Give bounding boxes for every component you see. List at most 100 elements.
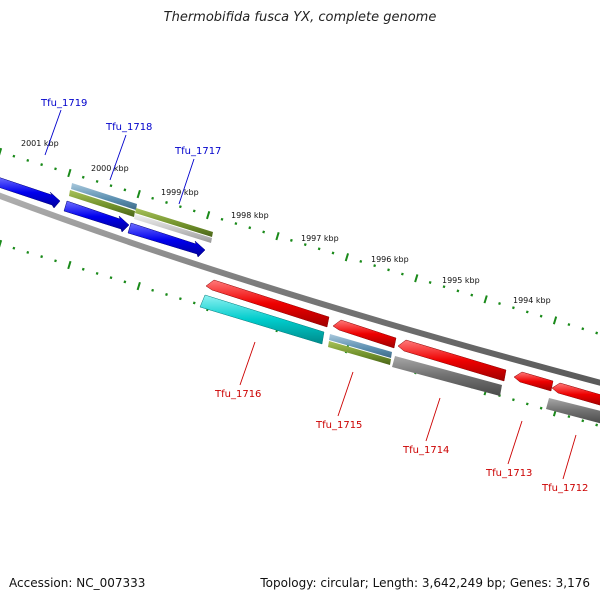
- minor-tick: [220, 217, 224, 221]
- feature-gray-block: [392, 356, 502, 396]
- major-tick: [136, 281, 141, 291]
- gene-label-tfu-1712[interactable]: Tfu_1712: [541, 483, 588, 494]
- callout-line-tfu-1716: [239, 341, 256, 386]
- minor-tick: [567, 323, 571, 327]
- minor-tick: [81, 267, 85, 271]
- minor-tick: [165, 293, 168, 296]
- minor-tick: [248, 226, 252, 230]
- minor-tick: [442, 285, 446, 289]
- gene-arrow-tfu-1712[interactable]: [551, 382, 600, 406]
- callout-line-tfu-1719: [44, 109, 62, 156]
- major-tick: [136, 189, 141, 199]
- gene-arrow-tfu-1717[interactable]: [127, 222, 206, 258]
- gene-label-tfu-1716[interactable]: Tfu_1716: [214, 389, 261, 400]
- minor-tick: [81, 175, 85, 179]
- minor-tick: [511, 306, 515, 310]
- feature-olive-block: [69, 190, 135, 217]
- minor-tick: [165, 201, 168, 204]
- minor-tick: [331, 251, 335, 255]
- major-tick: [0, 147, 3, 156]
- minor-tick: [234, 222, 238, 226]
- major-tick: [552, 316, 558, 325]
- minor-tick: [581, 327, 585, 331]
- gene-label-tfu-1714[interactable]: Tfu_1714: [402, 445, 449, 456]
- minor-tick: [539, 406, 543, 410]
- minor-tick: [303, 243, 307, 247]
- callout-line-tfu-1712: [562, 434, 577, 480]
- major-tick: [206, 211, 211, 220]
- minor-tick: [54, 167, 57, 171]
- minor-tick: [109, 276, 113, 280]
- forward-tick-row: [0, 147, 599, 335]
- minor-tick: [595, 331, 599, 335]
- gene-arrow-tfu-1715[interactable]: [332, 319, 397, 349]
- minor-tick: [317, 247, 321, 251]
- minor-tick: [26, 158, 30, 162]
- gene-label-tfu-1719[interactable]: Tfu_1719: [40, 98, 87, 109]
- reverse-strand-features: [199, 279, 600, 424]
- major-tick: [0, 239, 3, 248]
- callout-line-tfu-1717: [178, 158, 195, 205]
- minor-tick: [262, 230, 266, 234]
- feature-olive-block-3: [328, 341, 391, 365]
- gene-arrow-tfu-1716[interactable]: [205, 279, 330, 328]
- minor-tick: [289, 238, 293, 242]
- minor-tick: [123, 280, 127, 284]
- minor-tick: [151, 288, 155, 292]
- kbp-label: 2001 kbp: [21, 139, 59, 148]
- feature-olive-block-2: [135, 208, 213, 237]
- major-tick: [67, 168, 72, 178]
- minor-tick: [400, 272, 404, 276]
- gene-arrow-tfu-1714[interactable]: [397, 339, 507, 382]
- minor-tick: [192, 301, 196, 305]
- gene-arrow-tfu-1713[interactable]: [513, 371, 554, 392]
- minor-tick: [581, 419, 585, 423]
- major-tick: [344, 253, 350, 262]
- minor-tick: [387, 268, 390, 272]
- major-tick: [483, 295, 488, 304]
- kbp-label: 1998 kbp: [231, 211, 269, 220]
- minor-tick: [525, 402, 529, 406]
- minor-tick: [109, 184, 113, 188]
- minor-tick: [123, 188, 127, 192]
- map-title: Thermobifida fusca YX, complete genome: [163, 10, 437, 25]
- minor-tick: [511, 398, 515, 402]
- gene-arrow-tfu-1718[interactable]: [63, 200, 130, 233]
- kbp-label: 1996 kbp: [371, 255, 409, 264]
- major-tick: [414, 274, 419, 283]
- kbp-label: 1997 kbp: [301, 234, 339, 243]
- gene-label-tfu-1713[interactable]: Tfu_1713: [485, 468, 532, 479]
- minor-tick: [539, 314, 543, 318]
- minor-tick: [40, 163, 44, 167]
- topology-label: Topology: circular; Length: 3,642,249 bp…: [260, 576, 590, 590]
- feature-gray-block-2: [546, 398, 600, 424]
- minor-tick: [12, 246, 16, 250]
- minor-tick: [359, 259, 363, 263]
- accession-label: Accession: NC_007333: [9, 576, 146, 590]
- kbp-label: 1994 kbp: [513, 296, 551, 305]
- feature-steel-block-2: [329, 334, 392, 358]
- callout-line-tfu-1714: [425, 397, 441, 442]
- minor-tick: [498, 302, 501, 305]
- minor-tick: [470, 293, 474, 297]
- minor-tick: [595, 423, 599, 427]
- minor-tick: [428, 281, 432, 284]
- callout-line-tfu-1715: [337, 371, 354, 417]
- forward-strand-features: [0, 177, 213, 258]
- callout-line-tfu-1718: [109, 134, 127, 181]
- callout-line-tfu-1713: [507, 420, 523, 465]
- gene-label-tfu-1717[interactable]: Tfu_1717: [174, 146, 221, 157]
- minor-tick: [178, 205, 182, 209]
- feature-silver-block: [134, 214, 212, 243]
- minor-tick: [26, 250, 30, 254]
- gene-arrow-tfu-1719[interactable]: [0, 177, 61, 209]
- gene-label-tfu-1715[interactable]: Tfu_1715: [315, 420, 362, 431]
- gene-label-tfu-1718[interactable]: Tfu_1718: [105, 122, 152, 133]
- minor-tick: [525, 310, 529, 314]
- major-tick: [275, 232, 280, 241]
- minor-tick: [373, 264, 377, 268]
- minor-tick: [151, 196, 155, 200]
- genome-backbone: [0, 192, 600, 386]
- minor-tick: [95, 179, 99, 183]
